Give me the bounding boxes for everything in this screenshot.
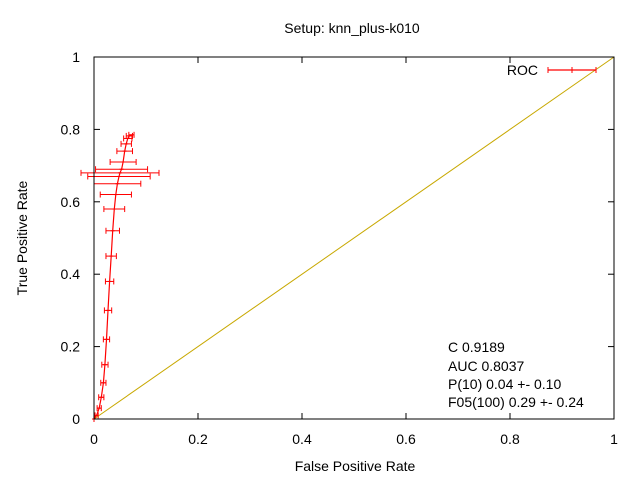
annotation-auc: AUC 0.8037 [448,358,524,374]
roc-line [93,134,132,420]
annotation-p10: P(10) 0.04 +- 0.10 [448,376,561,392]
chart-title: Setup: knn_plus-k010 [284,20,420,36]
x-tick-label: 0.8 [500,431,520,447]
y-tick-label: 0 [72,411,80,427]
plot-frame [93,56,615,420]
legend-sample-roc [547,67,597,73]
annotation-f05: F05(100) 0.29 +- 0.24 [448,394,584,410]
stats-annotations: C 0.9189 AUC 0.8037 P(10) 0.04 +- 0.10 F… [448,339,584,410]
x-tick-label: 0.2 [188,431,208,447]
x-axis-label: False Positive Rate [295,458,416,474]
y-tick-label: 0.2 [61,339,81,355]
y-tick-label: 0.8 [61,121,81,137]
x-tick-label: 0.4 [292,431,312,447]
y-tick-label: 0.6 [61,194,81,210]
x-tick-label: 0.6 [396,431,416,447]
y-tick-label: 1 [72,49,80,65]
roc-series [80,131,160,422]
axes: 0 0.2 0.4 0.6 0.8 1 0 0.2 0.4 0.6 0.8 1 [61,49,619,447]
y-tick-label: 0.4 [61,266,81,282]
y-axis-label: True Positive Rate [14,180,30,295]
legend: ROC [507,62,597,78]
legend-label-roc: ROC [507,62,538,78]
x-tick-label: 0 [90,431,98,447]
diagonal-series [93,56,615,420]
x-tick-label: 1 [610,431,618,447]
annotation-c: C 0.9189 [448,339,505,355]
diagonal-line [93,56,615,420]
